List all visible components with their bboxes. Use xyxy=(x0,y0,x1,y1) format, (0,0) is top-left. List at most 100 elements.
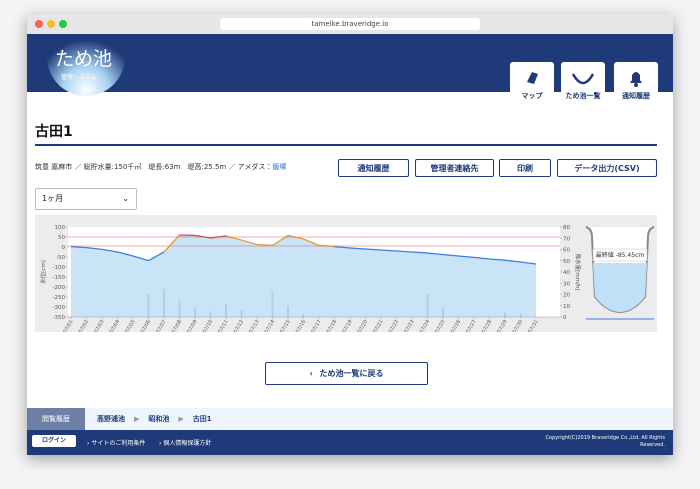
history-item[interactable]: 古田1 xyxy=(192,415,212,423)
label: 個人情報保護方針 xyxy=(163,440,212,447)
water-level-segment xyxy=(194,234,211,239)
period-value: 1ヶ月 xyxy=(42,194,64,203)
water-level-segment xyxy=(411,251,428,254)
nav-notify[interactable]: 通知履歴 xyxy=(614,62,658,106)
water-level-segment xyxy=(427,252,444,256)
back-button[interactable]: ‹ ため池一覧に戻る xyxy=(265,362,428,385)
water-level-segment xyxy=(489,258,506,261)
logo[interactable]: ため池 xyxy=(55,48,113,70)
gauge-water xyxy=(593,263,647,312)
water-level-segment xyxy=(225,235,242,241)
footer-link[interactable]: › サイトのご利用条件 xyxy=(87,440,146,447)
csv-button[interactable]: データ出力(CSV) xyxy=(557,159,657,177)
label: ため池一覧に戻る xyxy=(319,369,384,378)
y2-tick-label: 40 xyxy=(563,270,570,276)
water-area xyxy=(71,235,536,317)
y-tick-label: -350 xyxy=(53,315,66,321)
contact-button[interactable]: 管理者連絡先 xyxy=(415,159,494,177)
close-dot[interactable] xyxy=(35,20,43,28)
gauge-label: 最終値 -85.45cm xyxy=(596,251,645,259)
sep: ▶ xyxy=(178,415,184,423)
sep: ▶ xyxy=(134,415,140,423)
history-bar: 閲覧履歴 高野浦池 ▶ 昭和池 ▶ 古田1 xyxy=(27,408,673,430)
y-tick-label: -150 xyxy=(53,275,66,281)
pond-info: 筑豊 嘉麻市 ／ 総貯水量:150千㎥ 堤長:63m 堤高:25.5m ／ アメ… xyxy=(35,162,286,172)
label: 印刷 xyxy=(517,163,533,173)
y-tick-label: 50 xyxy=(58,235,65,241)
y2-tick-label: 10 xyxy=(563,304,570,310)
y2-tick-label: 20 xyxy=(563,293,570,299)
footer-link[interactable]: › 個人情報保護方針 xyxy=(159,440,212,447)
nav-label: マップ xyxy=(521,92,543,100)
logo-sub: 管理システム xyxy=(61,74,97,81)
copyright-line: Copyright(C)2019 Braveridge Co.,Ltd. All… xyxy=(545,435,665,441)
min-dot[interactable] xyxy=(47,20,55,28)
y2-tick-label: 70 xyxy=(563,236,570,242)
label: 管理者連絡先 xyxy=(430,163,479,173)
gauge-label-box xyxy=(592,248,648,262)
y2-axis-title: 降水量[mm/h] xyxy=(574,254,582,291)
site-header: ため池 管理システム マップ ため池一覧 通知履歴 xyxy=(27,34,673,106)
y2-tick-label: 50 xyxy=(563,259,570,265)
y-axis-title: 水位[cm] xyxy=(39,260,47,284)
title-rule xyxy=(35,144,657,146)
label: 通知履歴 xyxy=(357,163,390,173)
browser-toolbar: tameike.braveridge.io xyxy=(27,14,673,35)
water-level-segment xyxy=(86,246,103,251)
icon xyxy=(571,73,595,85)
water-level-segment xyxy=(349,247,366,250)
y2-tick-label: 0 xyxy=(563,315,567,321)
label: データ出力(CSV) xyxy=(574,163,640,173)
water-level-segment xyxy=(473,256,490,260)
y2-tick-label: 30 xyxy=(563,281,570,287)
info-text: 筑豊 嘉麻市 ／ 総貯水量:150千㎥ 堤長:63m 堤高:25.5m ／ アメ… xyxy=(35,163,273,171)
y-tick-label: -300 xyxy=(53,305,66,311)
water-level-segment xyxy=(365,248,382,251)
water-level-segment xyxy=(442,253,459,257)
logo-bg xyxy=(47,36,125,96)
copyright-line: Reserved. xyxy=(640,442,665,448)
nav-list[interactable]: ため池一覧 xyxy=(561,62,605,106)
icon xyxy=(630,72,642,87)
notify-button[interactable]: 通知履歴 xyxy=(338,159,409,177)
y2-tick-label: 60 xyxy=(563,248,570,254)
water-level-segment xyxy=(163,234,180,253)
y-tick-label: 100 xyxy=(55,225,66,231)
pond-title: 古田1 xyxy=(35,124,73,140)
period-select[interactable]: 1ヶ月 ⌄ xyxy=(35,188,137,210)
amedas-link[interactable]: 飯塚 xyxy=(272,163,287,171)
water-level-segment xyxy=(396,250,413,253)
y-tick-label: -200 xyxy=(53,285,66,291)
label: サイトのご利用条件 xyxy=(91,440,146,447)
chart-panel: 最終値 -85.45cm -350 -300 -250 -200 -150 -100 -50… xyxy=(35,215,657,332)
water-level-segment xyxy=(334,245,351,249)
history-item[interactable]: 高野浦池 xyxy=(97,415,125,423)
y-tick-label: -100 xyxy=(53,265,66,271)
icon xyxy=(527,72,538,84)
water-level-segment xyxy=(241,239,258,246)
water-level-segment xyxy=(504,259,521,263)
water-level-segment xyxy=(256,243,273,247)
water-level-segment xyxy=(380,249,397,252)
login-button[interactable]: ログイン xyxy=(32,435,76,447)
history-items: 高野浦池 ▶ 昭和池 ▶ 古田1 xyxy=(97,408,212,430)
max-dot[interactable] xyxy=(59,20,67,28)
nav-map[interactable]: マップ xyxy=(510,62,554,106)
browser-window: tameike.braveridge.io ため池 管理システム マップ ため池… xyxy=(27,14,673,455)
y-tick-label: -250 xyxy=(53,295,66,301)
water-level-segment xyxy=(70,245,87,249)
caret: ⌄ xyxy=(122,194,129,203)
water-level-segment xyxy=(117,251,134,257)
history-item[interactable]: 昭和池 xyxy=(148,415,170,423)
footer: ログイン › サイトのご利用条件 › 個人情報保護方針 Copyright(C)… xyxy=(27,430,673,455)
copyright: Copyright(C)2019 Braveridge Co.,Ltd. All… xyxy=(546,435,665,449)
nav-label: 通知履歴 xyxy=(622,92,650,100)
water-level-segment xyxy=(148,251,165,262)
water-level-segment xyxy=(458,255,475,259)
url-bar[interactable]: tameike.braveridge.io xyxy=(220,18,480,30)
label: ‹ xyxy=(309,369,316,378)
print-button[interactable]: 印刷 xyxy=(499,159,551,177)
nav-label: ため池一覧 xyxy=(565,92,601,100)
